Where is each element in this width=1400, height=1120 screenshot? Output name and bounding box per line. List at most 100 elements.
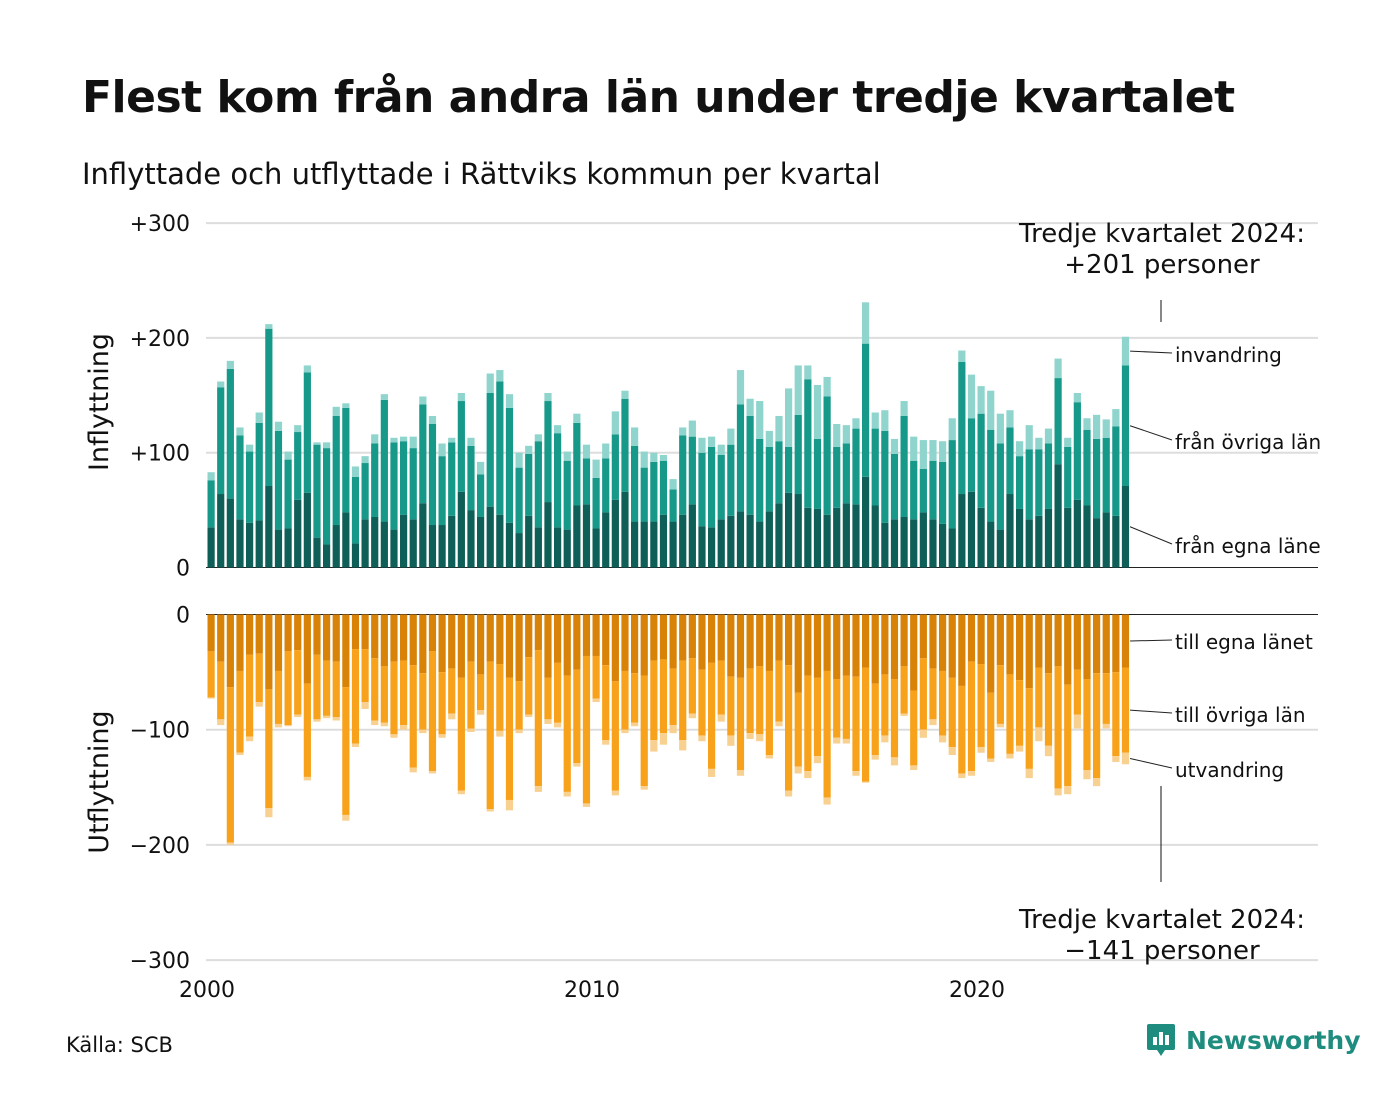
bar-in-own xyxy=(274,529,283,568)
bar-in-own xyxy=(496,514,504,568)
bar-in-other xyxy=(717,454,725,520)
bar-out-own xyxy=(457,614,465,678)
bar-in-immigration xyxy=(756,401,764,439)
bar-out-emigration xyxy=(977,746,985,753)
bar-in-own xyxy=(525,515,533,568)
bar-in-immigration xyxy=(996,413,1004,444)
bar-in-other xyxy=(679,435,687,515)
bar-in-immigration xyxy=(987,390,995,430)
bar-in-other xyxy=(246,451,254,523)
bar-out-emigration xyxy=(246,736,254,742)
bar-in-other xyxy=(948,440,956,529)
bar-out-own xyxy=(1064,614,1072,685)
bar-out-other xyxy=(371,658,379,721)
bar-in-other xyxy=(496,381,504,515)
annotation-top-line1: Tredje kvartalet 2024: xyxy=(1018,219,1305,249)
bar-out-other xyxy=(1073,669,1081,715)
bar-in-other xyxy=(380,399,388,522)
bar-in-other xyxy=(804,379,812,508)
bar-in-other xyxy=(505,407,514,523)
bar-in-immigration xyxy=(582,444,591,459)
bar-in-own xyxy=(515,533,523,568)
bar-out-other xyxy=(236,670,244,753)
bar-out-own xyxy=(659,614,668,660)
bar-in-immigration xyxy=(1006,410,1014,428)
bar-in-immigration xyxy=(236,427,244,436)
bar-in-immigration xyxy=(919,440,927,469)
bar-out-emigration xyxy=(929,719,937,726)
bar-in-other xyxy=(640,467,648,522)
bar-out-own xyxy=(515,614,523,682)
bar-out-own xyxy=(1054,614,1062,667)
bar-out-other xyxy=(544,677,552,720)
x-tick-label: 2000 xyxy=(179,978,235,1003)
chart-subtitle: Inflyttade och utflyttade i Rättviks kom… xyxy=(82,157,881,191)
bar-in-other xyxy=(775,441,783,504)
bar-out-own xyxy=(669,614,677,669)
bar-out-own xyxy=(236,614,244,671)
bar-out-own xyxy=(477,614,485,675)
bar-in-other xyxy=(996,443,1004,530)
bar-in-other xyxy=(688,436,696,505)
bar-out-own xyxy=(323,614,331,661)
bar-in-immigration xyxy=(371,434,379,444)
bar-in-own xyxy=(207,527,215,568)
bar-out-emigration xyxy=(650,740,658,752)
bar-out-emigration xyxy=(631,722,639,727)
bar-in-immigration xyxy=(929,440,937,461)
bar-in-immigration xyxy=(400,436,408,442)
bar-in-own xyxy=(996,529,1004,568)
bar-out-own xyxy=(611,614,619,682)
bar-in-other xyxy=(852,428,860,505)
bar-in-immigration xyxy=(1035,437,1043,450)
bar-in-immigration xyxy=(939,441,947,462)
bar-out-own xyxy=(563,614,571,676)
bar-out-emigration xyxy=(775,721,783,727)
bar-out-own xyxy=(862,614,870,668)
bar-in-immigration xyxy=(813,384,822,439)
bar-out-other xyxy=(457,677,465,791)
series-label-out-other: till övriga län xyxy=(1175,703,1306,727)
bar-out-own xyxy=(255,614,263,654)
bar-out-own xyxy=(505,614,514,678)
bar-in-own xyxy=(342,512,350,568)
bar-in-own xyxy=(217,494,225,568)
bar-in-own xyxy=(428,525,437,568)
bar-out-other xyxy=(313,654,321,720)
bar-out-other xyxy=(967,661,976,772)
bar-in-immigration xyxy=(1073,393,1081,403)
bar-in-other xyxy=(582,458,591,505)
bar-out-other xyxy=(881,674,889,736)
bar-in-other xyxy=(785,446,793,493)
bar-out-own xyxy=(217,614,225,662)
y-tick-label: −300 xyxy=(130,949,190,974)
bar-in-immigration xyxy=(323,442,331,449)
bar-in-other xyxy=(871,428,879,506)
annotation-top-line2: +201 personer xyxy=(1064,250,1260,280)
bar-out-other xyxy=(785,665,793,791)
bar-out-own xyxy=(496,614,504,665)
bar-out-own xyxy=(765,614,773,671)
bar-out-emigration xyxy=(939,735,947,743)
bar-in-own xyxy=(467,510,475,568)
bar-in-immigration xyxy=(342,403,350,408)
bar-in-other xyxy=(563,460,571,530)
bar-in-immigration xyxy=(1064,437,1072,447)
bar-out-other xyxy=(669,668,677,726)
bar-out-own xyxy=(1006,614,1014,675)
bar-out-own xyxy=(592,614,600,656)
bar-out-own xyxy=(1016,614,1024,681)
bar-in-other xyxy=(313,444,321,538)
bar-in-immigration xyxy=(1112,409,1120,427)
bar-out-other xyxy=(717,660,725,715)
bar-out-own xyxy=(438,614,446,673)
bar-in-own xyxy=(380,521,388,568)
bar-in-own xyxy=(717,519,725,568)
bar-out-other xyxy=(1035,667,1043,728)
bar-in-immigration xyxy=(1025,425,1033,450)
bar-out-emigration xyxy=(217,719,225,726)
bar-out-emigration xyxy=(351,743,360,747)
bar-out-other xyxy=(582,655,591,804)
bar-out-other xyxy=(351,649,360,744)
bar-in-other xyxy=(746,415,754,515)
